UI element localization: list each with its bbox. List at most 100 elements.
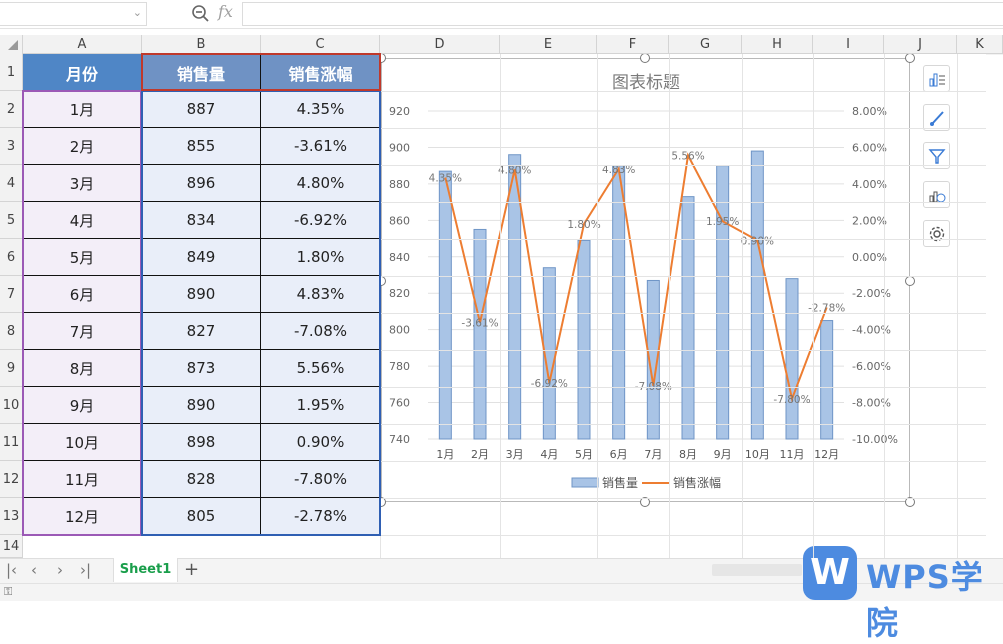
table-cell[interactable]: 0.90%	[261, 424, 380, 461]
table-cell[interactable]: 12月	[23, 498, 142, 535]
table-cell[interactable]: 849	[142, 239, 261, 276]
prev-sheet-icon[interactable]: ‹	[31, 561, 37, 579]
bar-7[interactable]	[646, 279, 660, 440]
row-header-1[interactable]: 1	[0, 54, 23, 91]
chart-title[interactable]: 图表标题	[612, 73, 680, 93]
chevron-down-icon[interactable]: ⌄	[132, 6, 142, 19]
row-header-8[interactable]: 8	[0, 313, 23, 350]
table-cell[interactable]: -7.80%	[261, 461, 380, 498]
bar-5[interactable]	[577, 239, 591, 440]
resize-handle-r[interactable]	[905, 276, 915, 286]
table-cell[interactable]: 1.95%	[261, 387, 380, 424]
last-sheet-icon[interactable]: ›|	[80, 561, 92, 579]
table-cell[interactable]: 834	[142, 202, 261, 239]
row-header-9[interactable]: 9	[0, 350, 23, 387]
table-header-cell[interactable]: 销售量	[142, 54, 261, 91]
column-header-d[interactable]: D	[380, 35, 500, 54]
chart-filter-button[interactable]	[923, 142, 950, 169]
table-cell[interactable]: 6月	[23, 276, 142, 313]
column-header-i[interactable]: I	[813, 35, 884, 54]
table-cell[interactable]: 5.56%	[261, 350, 380, 387]
row-header-2[interactable]: 2	[0, 91, 23, 128]
resize-handle-t[interactable]	[640, 53, 650, 63]
next-sheet-icon[interactable]: ›	[57, 561, 63, 579]
add-sheet-button[interactable]: +	[184, 559, 200, 580]
bar-11[interactable]	[785, 278, 799, 440]
bar-10[interactable]	[750, 150, 764, 440]
bar-9[interactable]	[716, 165, 730, 440]
row-header-5[interactable]: 5	[0, 202, 23, 239]
resize-handle-br[interactable]	[905, 497, 915, 507]
column-header-k[interactable]: K	[957, 35, 1003, 54]
table-cell[interactable]: 9月	[23, 387, 142, 424]
table-cell[interactable]: 898	[142, 424, 261, 461]
resize-handle-b[interactable]	[640, 497, 650, 507]
table-cell[interactable]: 4月	[23, 202, 142, 239]
table-cell[interactable]: 873	[142, 350, 261, 387]
row-header-7[interactable]: 7	[0, 276, 23, 313]
bar-6[interactable]	[612, 165, 626, 440]
bar-12[interactable]	[820, 320, 834, 440]
table-header-cell[interactable]: 销售涨幅	[261, 54, 380, 91]
column-header-g[interactable]: G	[669, 35, 742, 54]
table-cell[interactable]: 3月	[23, 165, 142, 202]
chart-settings-button[interactable]	[923, 220, 950, 247]
table-cell[interactable]: 855	[142, 128, 261, 165]
column-header-e[interactable]: E	[500, 35, 597, 54]
bar-1[interactable]	[438, 170, 452, 440]
table-cell[interactable]: 7月	[23, 313, 142, 350]
growth-line[interactable]	[444, 152, 828, 403]
macro-icon[interactable]: ⚿	[4, 585, 13, 598]
sheet-tab-sheet1[interactable]: Sheet1	[113, 558, 178, 582]
table-cell[interactable]: 8月	[23, 350, 142, 387]
row-header-12[interactable]: 12	[0, 461, 23, 498]
name-box[interactable]: ⌄	[0, 2, 147, 26]
table-header-cell[interactable]: 月份	[23, 54, 142, 91]
row-header-10[interactable]: 10	[0, 387, 23, 424]
table-cell[interactable]: -2.78%	[261, 498, 380, 535]
column-header-j[interactable]: J	[884, 35, 957, 54]
table-cell[interactable]: 5月	[23, 239, 142, 276]
row-header-11[interactable]: 11	[0, 424, 23, 461]
row-header-14[interactable]: 14	[0, 535, 23, 558]
table-cell[interactable]: 10月	[23, 424, 142, 461]
combo-chart[interactable]: 图表标题 4.35% -3.61% 4.80% -6.92% 1.80% 4.83% -7.…	[381, 58, 910, 502]
row-header-4[interactable]: 4	[0, 165, 23, 202]
column-header-b[interactable]: B	[142, 35, 261, 54]
bar-3[interactable]	[508, 154, 522, 440]
table-cell[interactable]: 11月	[23, 461, 142, 498]
fx-icon[interactable]: fx	[218, 2, 233, 21]
chart-elements-button[interactable]	[923, 65, 950, 92]
table-cell[interactable]: 890	[142, 276, 261, 313]
chart-type-button[interactable]	[923, 181, 950, 208]
row-header-13[interactable]: 13	[0, 498, 23, 535]
column-header-a[interactable]: A	[23, 35, 142, 54]
column-header-c[interactable]: C	[261, 35, 380, 54]
table-cell[interactable]: 1.80%	[261, 239, 380, 276]
table-cell[interactable]: 890	[142, 387, 261, 424]
column-header-f[interactable]: F	[597, 35, 669, 54]
select-all-corner[interactable]	[0, 35, 23, 55]
table-cell[interactable]: -7.08%	[261, 313, 380, 350]
table-cell[interactable]: 4.35%	[261, 91, 380, 128]
table-cell[interactable]: -3.61%	[261, 128, 380, 165]
table-cell[interactable]: 887	[142, 91, 261, 128]
zoom-out-icon[interactable]	[190, 3, 210, 23]
table-cell[interactable]: 2月	[23, 128, 142, 165]
resize-handle-tr[interactable]	[905, 53, 915, 63]
bar-8[interactable]	[681, 196, 695, 440]
table-cell[interactable]: 4.80%	[261, 165, 380, 202]
table-cell[interactable]: 896	[142, 165, 261, 202]
table-cell[interactable]: 827	[142, 313, 261, 350]
horizontal-scrollbar[interactable]	[712, 564, 802, 576]
row-header-3[interactable]: 3	[0, 128, 23, 165]
chart-style-button[interactable]	[923, 104, 950, 131]
table-cell[interactable]: 828	[142, 461, 261, 498]
bar-2[interactable]	[473, 228, 487, 440]
table-cell[interactable]: 805	[142, 498, 261, 535]
first-sheet-icon[interactable]: |‹	[6, 561, 18, 579]
formula-input[interactable]	[242, 2, 1003, 26]
table-cell[interactable]: 4.83%	[261, 276, 380, 313]
column-header-h[interactable]: H	[742, 35, 813, 54]
table-cell[interactable]: 1月	[23, 91, 142, 128]
